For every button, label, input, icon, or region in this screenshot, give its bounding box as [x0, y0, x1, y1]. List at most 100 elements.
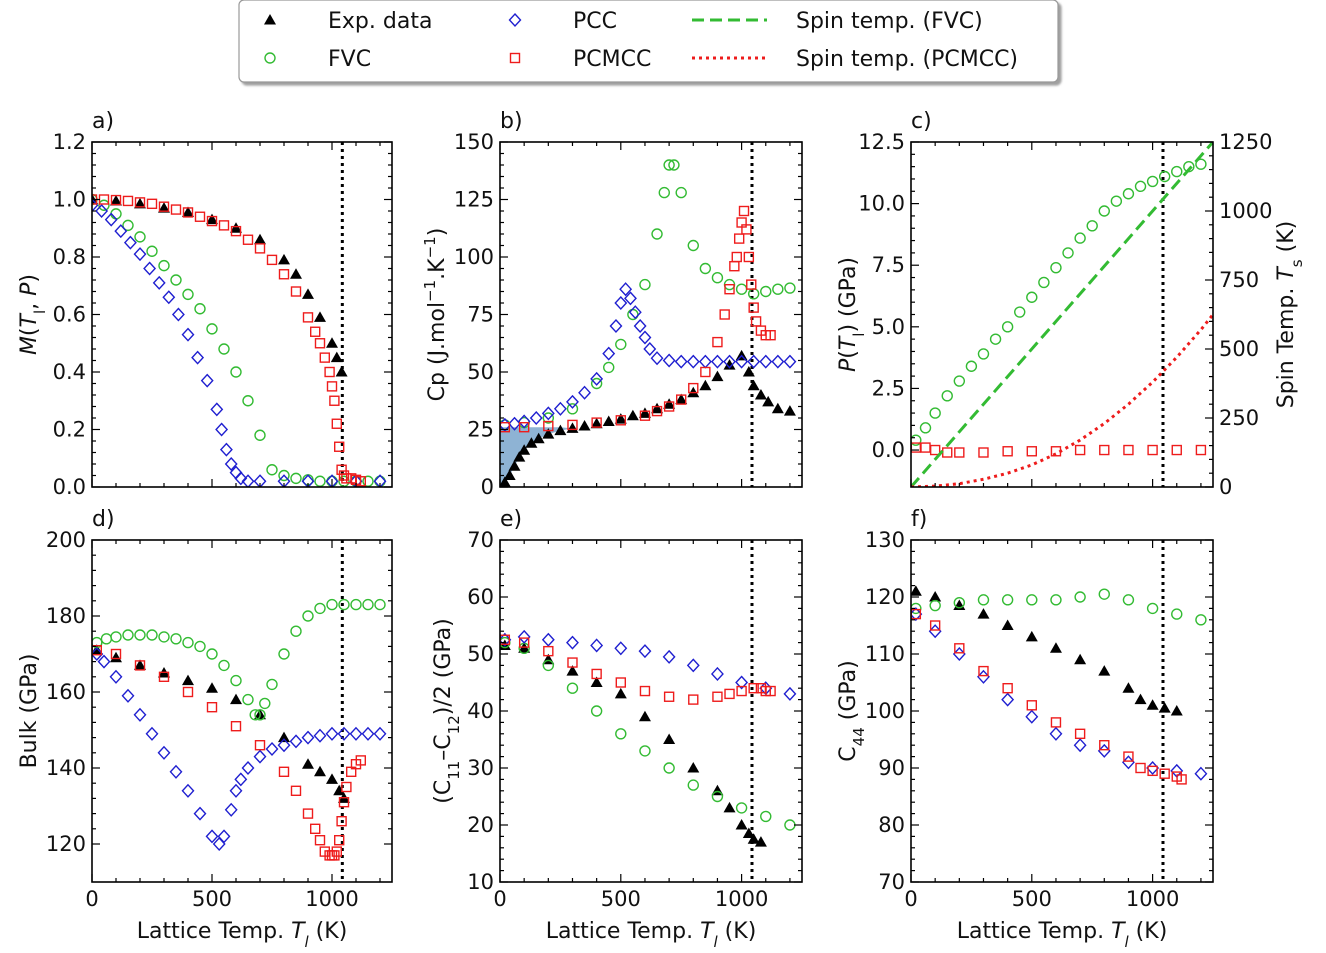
data-point-fvc: [302, 610, 314, 622]
data-point-fvc: [100, 633, 113, 645]
y-tick-label: 160: [46, 680, 86, 704]
data-point-pcc: [361, 726, 375, 741]
data-point-pcc: [95, 203, 109, 219]
data-point-exp: [314, 765, 326, 777]
plot-area: [92, 540, 387, 882]
y-tick-label: 90: [878, 756, 905, 780]
series-line-spin_fvc: [911, 142, 1213, 487]
data-point-pcc: [619, 282, 633, 297]
data-point-pcc: [349, 474, 363, 487]
data-point-exp: [651, 402, 664, 414]
data-point-fvc: [170, 633, 182, 645]
data-point-pcmcc: [314, 338, 326, 349]
data-point-exp: [290, 268, 302, 279]
data-point-fvc: [615, 728, 627, 740]
data-point-fvc: [1074, 591, 1086, 603]
data-point-fvc: [747, 288, 760, 300]
data-point-pcc: [181, 783, 195, 798]
data-point-pcc: [224, 456, 238, 472]
data-point-pcc: [133, 707, 147, 722]
y-tick-label: 1.0: [53, 188, 86, 212]
data-point-pcmcc: [954, 643, 965, 654]
data-point-pcc: [92, 198, 99, 213]
data-point-pcmcc: [290, 286, 302, 297]
data-point-fvc: [194, 303, 206, 315]
data-point-pcmcc: [182, 686, 194, 698]
data-point-pcc: [253, 749, 267, 764]
y-tick-label: 0.6: [53, 303, 86, 327]
y-axis-label: Bulk (GPa): [17, 654, 42, 769]
data-point-pcc: [1194, 766, 1208, 781]
data-point-pcmcc: [338, 797, 350, 808]
data-point-exp: [1146, 699, 1159, 710]
data-point-pcmcc: [158, 671, 170, 682]
data-point-pcc: [590, 371, 604, 386]
data-point-fvc: [1026, 594, 1038, 606]
data-point-pcmcc: [1147, 444, 1158, 456]
series-pcmcc: [92, 194, 366, 487]
data-point-fvc: [110, 208, 122, 220]
data-point-exp: [513, 451, 526, 462]
data-point-pcc: [114, 224, 128, 239]
data-point-exp: [687, 762, 700, 773]
data-point-pcmcc: [748, 683, 759, 694]
x-tick-label: 500: [1012, 887, 1052, 911]
data-point-fvc: [278, 469, 290, 482]
data-point-pcmcc: [954, 447, 965, 458]
data-point-pcc: [643, 341, 657, 357]
data-point-exp: [754, 836, 767, 847]
data-point-fvc: [110, 631, 122, 643]
y-tick-label: 50: [467, 360, 494, 384]
y-tick-label: 75: [467, 303, 494, 327]
data-point-pcmcc: [978, 447, 989, 458]
data-point-pcc: [674, 354, 688, 369]
data-point-exp: [110, 651, 122, 663]
data-point-pcmcc: [1099, 740, 1110, 751]
y-tick-label-right: 250: [1219, 406, 1259, 430]
data-point-pcc: [517, 629, 531, 644]
data-point-pcc: [212, 836, 226, 852]
data-point-pcmcc: [341, 781, 352, 793]
data-point-pcmcc: [942, 447, 953, 458]
series-pcmcc: [92, 645, 366, 861]
data-point-fvc: [929, 407, 941, 419]
data-point-exp: [302, 288, 314, 299]
data-point-pcmcc: [158, 201, 170, 212]
data-point-exp: [158, 202, 170, 213]
data-point-fvc: [158, 259, 170, 272]
data-point-pcmcc: [738, 205, 750, 217]
data-point-pcc: [500, 632, 512, 647]
data-point-pcc: [241, 474, 255, 487]
data-point-pcc: [590, 638, 604, 653]
data-point-pcmcc: [242, 234, 254, 245]
data-point-exp: [699, 379, 712, 391]
legend-label: PCMCC: [573, 47, 651, 72]
data-point-exp: [182, 674, 194, 686]
data-point-exp: [663, 398, 676, 409]
data-point-exp: [742, 827, 755, 839]
data-point-fvc: [1001, 321, 1014, 333]
data-point-exp: [1025, 630, 1038, 642]
data-point-fvc: [590, 377, 603, 390]
data-point-pcc: [783, 354, 797, 369]
data-point-exp: [977, 608, 990, 619]
data-point-pcc: [1049, 726, 1063, 741]
data-point-pcmcc: [743, 251, 755, 263]
legend-label: Spin temp. (PCMCC): [796, 47, 1018, 72]
data-point-pcmcc: [1123, 751, 1134, 762]
data-point-pcmcc: [218, 220, 230, 231]
data-point-pcmcc: [338, 470, 350, 481]
data-point-pcc: [662, 353, 676, 368]
data-point-fvc: [1146, 602, 1159, 615]
y-tick-label: 50: [467, 642, 494, 666]
panel-label: a): [92, 109, 114, 134]
data-point-pcmcc: [110, 194, 122, 206]
panel-label: d): [92, 507, 115, 532]
data-point-pcc: [109, 669, 123, 684]
data-point-fvc: [941, 390, 953, 402]
magnetic-entropy-area: [500, 427, 573, 487]
data-point-pcc: [210, 402, 224, 417]
data-point-fvc: [206, 323, 218, 335]
data-point-pcc: [783, 686, 797, 701]
